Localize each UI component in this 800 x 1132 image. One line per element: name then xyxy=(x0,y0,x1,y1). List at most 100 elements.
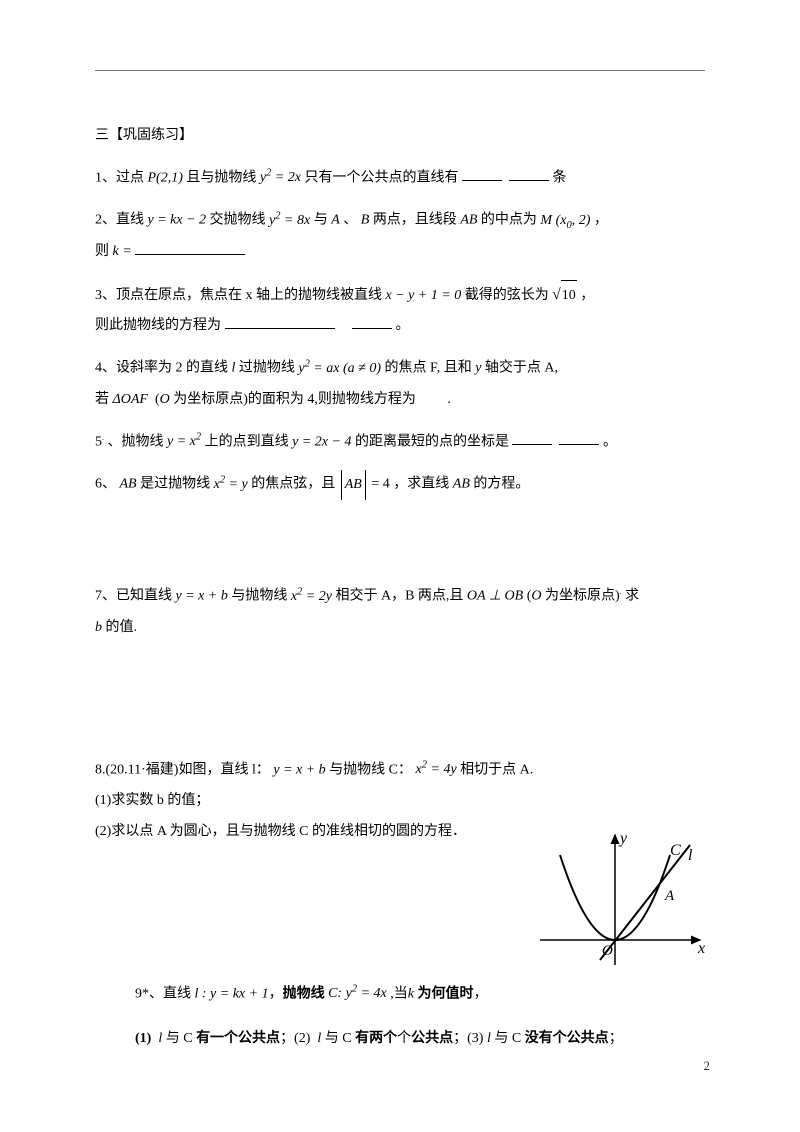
q3-line2: 则此抛物线的方程为 xyxy=(95,318,221,333)
q4-l: l xyxy=(232,361,236,376)
q6-prefix: 6、 xyxy=(95,477,116,492)
q7-mid4: 为坐标原点) xyxy=(545,589,620,604)
q6-AB2: AB xyxy=(453,477,470,492)
q6-mid3: ，求直线 xyxy=(393,477,449,492)
q7-line: y = x + b xyxy=(176,589,228,604)
question-5: 5. 、抛物线 y = x2 上的点到直线 y = 2x − 4 的距离最短的点… xyxy=(95,426,705,458)
q7-O: O xyxy=(531,589,541,604)
section-header: 三【巩固练习】 xyxy=(95,121,705,152)
q5-line: y = 2x − 4 xyxy=(292,434,351,449)
question-7: 7、已知直线 y = x + b 与抛物线 x2 = 2y 相交于 A，B 两点… xyxy=(95,580,705,643)
q3-prefix: 3、顶点在原点，焦点在 x 轴上的抛物线被直线 xyxy=(95,288,382,303)
q9-s1-l: l xyxy=(158,1031,165,1046)
q7-mid5: 求 xyxy=(625,589,639,604)
q4-O: O xyxy=(160,392,170,407)
q2-mid4: 的中点为 xyxy=(481,213,537,228)
q9-s3b: 没有个公共点 xyxy=(525,1031,609,1046)
spacer-1 xyxy=(95,510,705,570)
q7-prefix: 7、已知直线 xyxy=(95,589,172,604)
q6-mid4: 的方程。 xyxy=(473,477,529,492)
q7-parab: x2 = 2y xyxy=(291,589,332,604)
q4-mid2: 的焦点 F, 且和 xyxy=(385,361,472,376)
q9-mid1: ,当 xyxy=(390,986,408,1001)
question-6: 6、 AB 是过抛物线 x2 = y 的焦点弦，且 AB = 4 ，求直线 AB… xyxy=(95,468,705,500)
spacer-2 xyxy=(95,654,705,744)
q3-after: ， xyxy=(580,288,594,303)
q8-mid2: 相切于点 A. xyxy=(460,762,533,777)
q7-end: 的值. xyxy=(106,620,138,635)
page-number: 2 xyxy=(704,1054,711,1077)
q8-sub1: (1)求实数 b 的值； xyxy=(95,793,209,808)
q7-mid2: 相交于 A，B 两点,且 xyxy=(335,589,463,604)
q2-mid2: 与 xyxy=(314,213,328,228)
q4-parab: y2 = ax (a ≠ 0) xyxy=(298,361,381,376)
q2-M: M (x0, 2) xyxy=(540,213,590,228)
q9-s1b: 与 C xyxy=(166,1031,196,1046)
diagram-l-label: l xyxy=(688,847,693,864)
q4-line2c: 为坐标原点)的面积为 4,则抛物线方程为 xyxy=(173,392,416,407)
q3-blank1 xyxy=(225,314,335,329)
q5-mid2: 的距离最短的点的坐标是 xyxy=(355,434,509,449)
q5-mid0: 、抛物线 xyxy=(108,434,164,449)
q4-tri: ΔOAF xyxy=(113,392,148,407)
q3-blank2 xyxy=(352,314,392,329)
question-9: 9*、直线 l : y = kx + 1，抛物线 C: y2 = 4x ,当k … xyxy=(135,978,705,1010)
q4-mid1: 过抛物线 xyxy=(239,361,295,376)
q9-C: C: y2 = 4x xyxy=(328,986,387,1001)
q1-blank2 xyxy=(509,166,549,181)
q2-k: k = xyxy=(113,244,132,259)
q7-mid1: 与抛物线 xyxy=(231,589,287,604)
q1-point: P(2,1) xyxy=(148,170,183,185)
q5-prefix: 5 xyxy=(95,434,102,449)
q8-sub2: (2)求以点 A 为圆心，且与抛物线 C 的准线相切的圆的方程． xyxy=(95,824,466,839)
question-2: 2、直线 y = kx − 2 交抛物线 y2 = 8x 与 A 、 B 两点，… xyxy=(95,204,705,267)
q2-mid1: 交抛物线 xyxy=(210,213,266,228)
q3-sqrt: 10 xyxy=(552,278,576,312)
q9-k: k xyxy=(408,986,414,1001)
q9-s2a: 与 C xyxy=(325,1031,355,1046)
q4-y: y xyxy=(475,361,481,376)
q2-blank xyxy=(135,240,245,255)
q5-blank1 xyxy=(512,430,552,445)
question-4: 4、设斜率为 2 的直线 l 过抛物线 y2 = ax (a ≠ 0) 的焦点 … xyxy=(95,352,705,415)
q8-line: y = x + b xyxy=(273,762,325,777)
q9-l: l : y = kx + 1 xyxy=(195,986,269,1001)
q4-line2a: 若 xyxy=(95,392,109,407)
q6-AB: AB xyxy=(120,477,137,492)
q2-mid3: 两点，且线段 xyxy=(373,213,457,228)
q4-mid3: 轴交于点 A, xyxy=(485,361,558,376)
q9-s1a: (1) xyxy=(135,1031,151,1046)
q9-end: ， xyxy=(473,986,487,1001)
q3-end: 。 xyxy=(396,318,410,333)
q9-mid0: ， xyxy=(269,986,283,1001)
q2-line: y = kx − 2 xyxy=(148,213,207,228)
q9-prefix: 9*、直线 xyxy=(135,986,191,1001)
q7-dot: . xyxy=(620,587,622,596)
question-9-sub: (1) l 与 C 有一个公共点；(2) l 与 C 有两个个公共点；(3) l… xyxy=(135,1024,705,1055)
q6-eq: = 4 xyxy=(371,477,389,492)
q1-mid: 且与抛物线 xyxy=(186,170,256,185)
q9-s2c: 公共点 xyxy=(411,1031,453,1046)
diagram-C-label: C xyxy=(670,842,681,859)
top-rule xyxy=(95,70,705,71)
q1-prefix: 1、过点 xyxy=(95,170,144,185)
q2-sep: 、 xyxy=(343,213,357,228)
diagram-x-label: x xyxy=(697,940,705,957)
diagram-O-label: O xyxy=(602,943,613,959)
q8-prefix: 8.(20.11·福建)如图，直线 l： xyxy=(95,762,270,777)
q5-parab: y = x2 xyxy=(167,434,201,449)
question-1: 1、过点 P(2,1) 且与抛物线 y2 = 2x 只有一个公共点的直线有 条 xyxy=(95,162,705,194)
q9-s2-l: l xyxy=(317,1031,324,1046)
q2-A: A xyxy=(331,213,340,228)
q8-parab: x2 = 4y xyxy=(416,762,457,777)
q9-s2b: 有两个 xyxy=(355,1031,397,1046)
question-3: 3、顶点在原点，焦点在 x 轴上的抛物线被直线 x − y + 1 = 0 截得… xyxy=(95,278,705,343)
q4-prefix: 4、设斜率为 2 的直线 xyxy=(95,361,228,376)
q5-end: 。 xyxy=(603,434,617,449)
q2-AB: AB xyxy=(460,213,477,228)
page-content: 三【巩固练习】 1、过点 P(2,1) 且与抛物线 y2 = 2x 只有一个公共… xyxy=(0,0,800,1132)
q9-bold1: 抛物线 xyxy=(283,986,325,1001)
diagram-A-label: A xyxy=(664,888,675,904)
q6-mid2: 的焦点弦，且 xyxy=(251,477,335,492)
q8-mid1: 与抛物线 C： xyxy=(329,762,412,777)
